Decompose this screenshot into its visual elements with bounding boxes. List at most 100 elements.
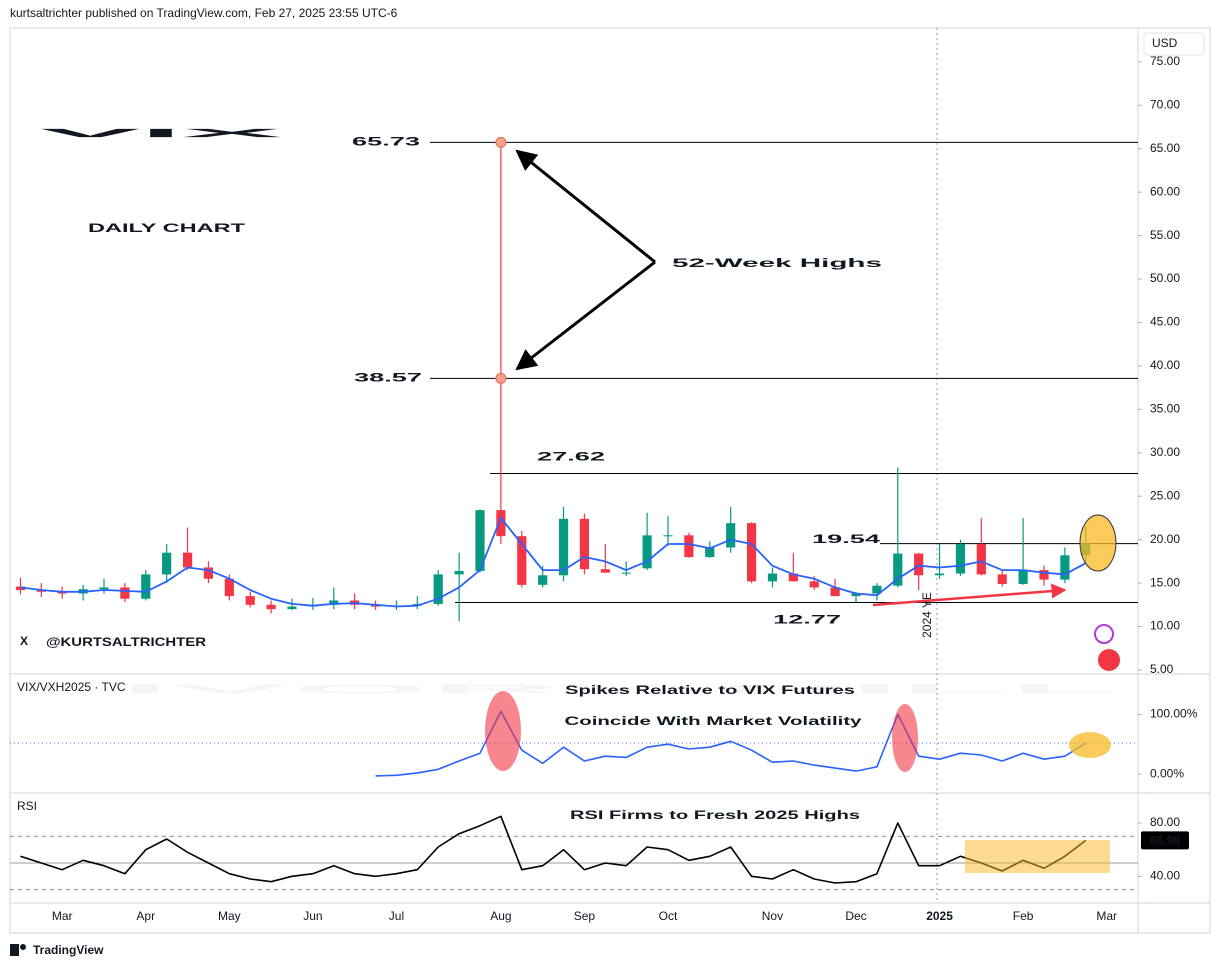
watermark: IVORY HILL — [120, 682, 1120, 696]
y-tick-label: 0.00% — [1150, 766, 1184, 780]
candle-body — [266, 604, 276, 610]
candle-body — [851, 593, 861, 597]
y-tick-label: 35.00 — [1150, 402, 1180, 416]
candle-body — [726, 523, 736, 548]
annotation: 52-Week Highs — [672, 256, 883, 270]
brand: TradingView — [33, 943, 104, 957]
candle-body — [120, 587, 130, 599]
x-tick-label: Aug — [490, 909, 511, 923]
candle-body — [496, 510, 506, 537]
candle-body — [767, 573, 778, 582]
candle-body — [287, 606, 297, 610]
candle-body — [1039, 570, 1049, 580]
y-tick-label: 55.00 — [1150, 228, 1180, 242]
candle-body — [893, 553, 903, 586]
candle-body — [976, 544, 986, 575]
candle-body — [705, 547, 715, 558]
highlight — [965, 840, 1110, 873]
highlight — [485, 691, 521, 771]
brand-logo — [20, 944, 26, 950]
icon — [1098, 649, 1120, 671]
y-tick-label: 20.00 — [1150, 532, 1180, 546]
candle-body — [517, 536, 527, 585]
trend-arrow — [872, 583, 1067, 607]
candle-body — [830, 587, 840, 597]
highlight — [1079, 514, 1117, 572]
candle-body — [475, 510, 485, 571]
candle-body — [558, 518, 569, 576]
candle-body — [36, 590, 46, 592]
arrow — [515, 260, 656, 371]
y-tick-label: 80.00 — [1150, 815, 1180, 829]
y-tick-label: 65.00 — [1150, 141, 1180, 155]
candle-body — [746, 523, 757, 582]
candle-body — [433, 574, 443, 604]
pane-annotation: Spikes Relative to VIX Futures — [565, 683, 856, 697]
currency: USD — [1152, 36, 1178, 50]
last-value-label: 66.98 — [1150, 834, 1180, 848]
pane-title: VIX/VXH2025 · TVC — [17, 680, 126, 694]
candle-body — [684, 535, 694, 558]
pane-title: RSI — [17, 799, 37, 813]
currency-box — [1143, 32, 1205, 56]
candle-body — [141, 574, 151, 599]
arrow — [515, 149, 656, 264]
candle-body — [245, 596, 255, 605]
x-tick-label: Jun — [303, 909, 322, 923]
candle-body — [621, 572, 631, 574]
candle-body — [914, 553, 924, 576]
year-end-label: 2024 YE — [920, 592, 934, 638]
chart-title: VIX — [40, 126, 282, 140]
y-tick-label: 60.00 — [1150, 184, 1180, 198]
level-label: 19.54 — [812, 532, 881, 546]
level-label: 65.73 — [352, 135, 421, 149]
candle-body — [600, 569, 610, 573]
chart-subtitle: DAILY CHART — [88, 221, 246, 235]
y-tick-label: 40.00 — [1150, 358, 1180, 372]
highlight — [1069, 732, 1111, 758]
candle-body — [224, 578, 234, 597]
level-dot — [495, 372, 507, 384]
candle-body — [872, 585, 882, 594]
candle-body — [642, 535, 652, 569]
y-tick-label: 50.00 — [1150, 271, 1180, 285]
y-tick-label: 100.00% — [1150, 707, 1198, 721]
level-label: 12.77 — [773, 613, 842, 627]
candle-body — [454, 570, 464, 575]
x-tick-label: Mar — [52, 909, 73, 923]
candle-body — [579, 518, 590, 570]
y-tick-label: 15.00 — [1150, 575, 1180, 589]
handle: @KURTSALTRICHTER — [46, 635, 206, 649]
x-tick-label: Oct — [659, 909, 678, 923]
x-tick-label: Mar — [1096, 909, 1117, 923]
x-tick-label: 2025 — [926, 909, 953, 923]
moving-average — [20, 517, 1087, 608]
candle-body — [955, 544, 966, 574]
candle-body — [1018, 570, 1028, 584]
header: kurtsaltrichter published on TradingView… — [10, 6, 398, 20]
y-tick-label: 5.00 — [1150, 662, 1174, 676]
y-tick-label: 30.00 — [1150, 445, 1180, 459]
y-tick-label: 45.00 — [1150, 315, 1180, 329]
x-tick-label: Feb — [1013, 909, 1034, 923]
x-logo: X — [20, 634, 28, 648]
last-value-box — [1141, 831, 1189, 850]
y-tick-label: 75.00 — [1150, 54, 1180, 68]
frame — [9, 27, 1211, 934]
y-tick-label: 25.00 — [1150, 488, 1180, 502]
plot: 5.00 10.00 15.00 20.00 25.00 30.00 35.00 40.00 4… — [10, 54, 1198, 923]
candle-body — [997, 574, 1007, 584]
icon — [1094, 624, 1114, 644]
x-tick-label: Apr — [136, 909, 155, 923]
candle-body — [203, 567, 214, 579]
candle-body — [538, 575, 548, 585]
y-tick-label: 40.00 — [1150, 869, 1180, 883]
candle-body — [663, 535, 673, 537]
candle-body — [809, 581, 819, 588]
x-tick-label: Nov — [762, 909, 783, 923]
x-tick-label: Jul — [389, 909, 404, 923]
x-tick-label: Dec — [845, 909, 866, 923]
pane-annotation: RSI Firms to Fresh 2025 Highs — [570, 808, 861, 822]
